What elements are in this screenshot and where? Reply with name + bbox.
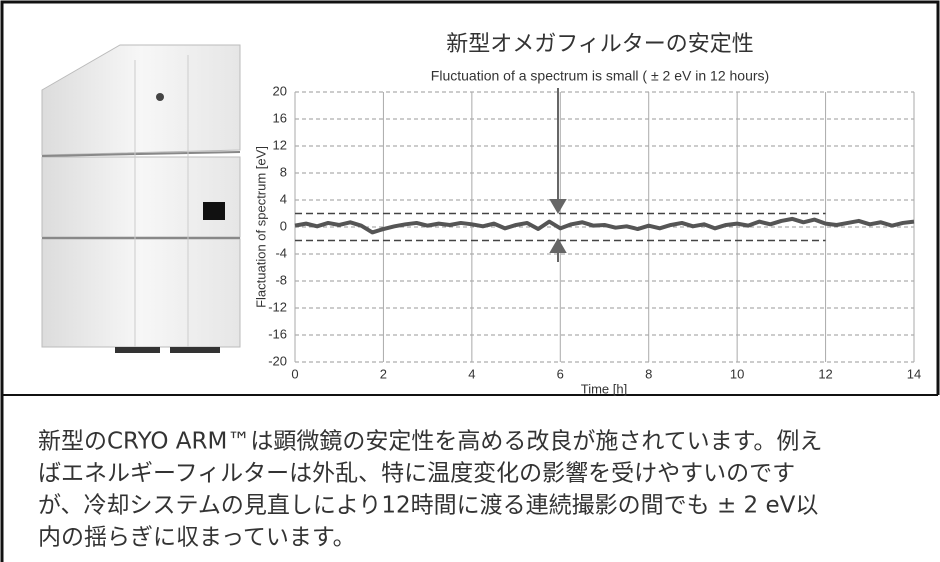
paragraph-line: 新型のCRYO ARM™は顕微鏡の安定性を高める改良が施されています。例え bbox=[38, 429, 822, 455]
paragraph-line: 内の揺らぎに収まっています。 bbox=[38, 525, 356, 551]
paragraph-line: が、冷却システムの見直しにより12時間に渡る連続撮影の間でも ± 2 eV以 bbox=[38, 493, 818, 519]
x-tick-label: 2 bbox=[380, 366, 387, 381]
y-tick-label: 16 bbox=[273, 110, 287, 125]
x-tick-label: 10 bbox=[730, 366, 744, 381]
data-line bbox=[295, 219, 914, 233]
foot bbox=[170, 347, 220, 353]
x-tick-label: 6 bbox=[557, 366, 564, 381]
x-axis-label: Time [h] bbox=[581, 381, 627, 396]
y-tick-label: -20 bbox=[268, 353, 287, 368]
x-tick-label: 8 bbox=[645, 366, 652, 381]
paragraph-line: ばエネルギーフィルターは外乱、特に温度変化の影響を受けやすいのです bbox=[38, 461, 795, 487]
y-tick-label: 12 bbox=[273, 137, 287, 152]
x-tick-label: 14 bbox=[907, 366, 921, 381]
y-tick-label: -16 bbox=[268, 326, 287, 341]
y-tick-label: -8 bbox=[275, 272, 287, 287]
cabinet-middle bbox=[42, 157, 240, 237]
y-tick-label: 20 bbox=[273, 83, 287, 98]
cabinet-top bbox=[42, 45, 240, 155]
foot bbox=[115, 347, 160, 353]
arrows bbox=[551, 88, 565, 262]
page: 新型オメガフィルターの安定性 Fluctuation of a spectrum… bbox=[0, 0, 940, 562]
chart-title: 新型オメガフィルターの安定性 bbox=[446, 32, 754, 57]
y-tick-label: 0 bbox=[280, 218, 287, 233]
y-tick-label: 8 bbox=[280, 164, 287, 179]
microscope-image bbox=[42, 45, 240, 353]
arrow-head bbox=[551, 240, 565, 252]
display-panel bbox=[203, 202, 225, 220]
paragraph: 新型のCRYO ARM™は顕微鏡の安定性を高める改良が施されています。例えばエネ… bbox=[38, 429, 822, 551]
cabinet-bottom bbox=[42, 239, 240, 347]
y-tick-label: -4 bbox=[275, 245, 287, 260]
x-tick-label: 12 bbox=[818, 366, 832, 381]
logo bbox=[156, 93, 164, 101]
y-axis-label: Flactuation of spectrum [eV] bbox=[253, 146, 268, 308]
x-tick-label: 0 bbox=[291, 366, 298, 381]
y-tick-label: -12 bbox=[268, 299, 287, 314]
x-tick-label: 4 bbox=[468, 366, 475, 381]
annotation: Fluctuation of a spectrum is small ( ± 2… bbox=[431, 68, 769, 84]
arrow-head bbox=[551, 200, 565, 212]
y-tick-label: 4 bbox=[280, 191, 287, 206]
